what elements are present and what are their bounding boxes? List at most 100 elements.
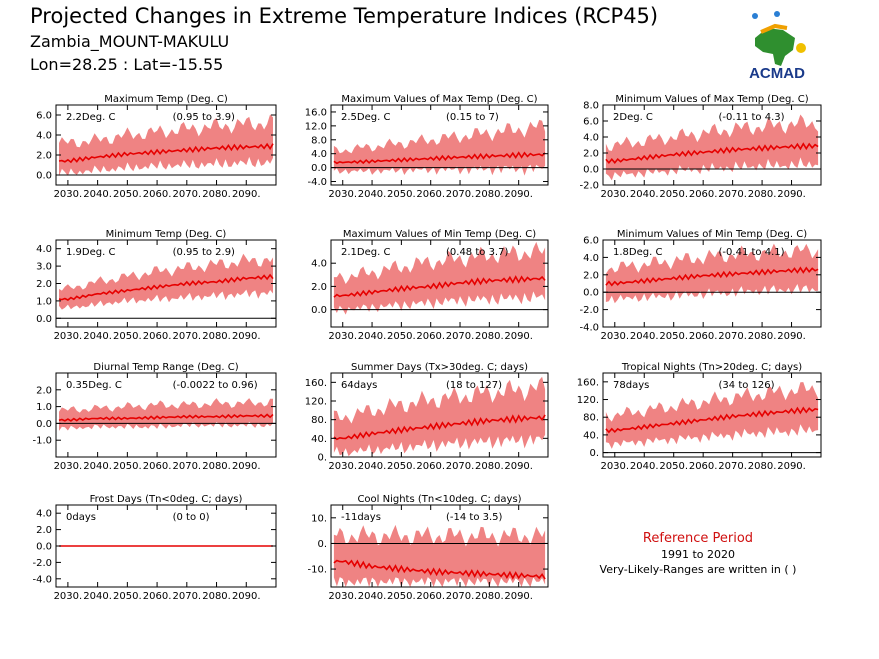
range-band — [59, 398, 273, 431]
chart-panel: 0.0 2.0 4.0 6.0 2030. 2040. 2050. 2060. 2070. 208… — [36, 94, 277, 200]
chart-panel: 0.0 1.0 2.0 3.0 4.0 2030. 2040. 2050. 2060. 2070.… — [36, 229, 277, 342]
x-tick-label: 2060. — [143, 461, 172, 472]
x-tick-label: 2050. — [113, 461, 142, 472]
chart-range: (0.48 to 3.7) — [446, 247, 508, 258]
y-tick-label: -4.0 — [307, 177, 327, 188]
chart-panel: -10. 0. 10. 2030. 2040. 2050. 2060. 2070. 2080. 2… — [307, 494, 549, 602]
plot-frame — [330, 504, 549, 588]
median-line — [333, 414, 546, 441]
x-tick-label: 2040. — [358, 461, 387, 472]
chart-title: Summer Days (Tx>30deg. C; days) — [351, 362, 528, 373]
y-tick-label: -1.0 — [32, 436, 52, 447]
y-tick-label: 4.0 — [583, 253, 599, 264]
chart-summary: 78days — [613, 380, 649, 391]
x-tick-label: 2070. — [718, 331, 747, 342]
chart-summary: 1.8Deg. C — [613, 247, 662, 258]
x-tick-label: 2090. — [504, 461, 533, 472]
y-tick-label: 120. — [305, 397, 327, 408]
chart-title: Cool Nights (Tn<10deg. C; days) — [357, 494, 521, 505]
x-tick-label: 2080. — [202, 591, 231, 602]
chart-summary: 1.9Deg. C — [66, 247, 115, 258]
y-tick-label: 2.0 — [583, 149, 599, 160]
x-tick-label: 2090. — [504, 591, 533, 602]
chart-range: (18 to 127) — [446, 380, 502, 391]
x-tick-label: 2060. — [143, 331, 172, 342]
x-tick-label: 2090. — [504, 331, 533, 342]
x-tick-label: 2040. — [83, 189, 112, 200]
x-tick-label: 2040. — [83, 591, 112, 602]
x-tick-label: 2090. — [232, 461, 261, 472]
y-tick-label: 1.0 — [36, 402, 52, 413]
chart-range: (0.95 to 2.9) — [173, 247, 235, 258]
region-name: Zambia_MOUNT-MAKULU — [30, 32, 230, 51]
y-tick-label: -4.0 — [32, 574, 52, 585]
chart-summary: 0days — [66, 512, 96, 523]
chart-range: (-14 to 3.5) — [446, 512, 503, 523]
x-tick-label: 2030. — [600, 189, 629, 200]
chart-title: Maximum Temp (Deg. C) — [104, 94, 228, 105]
y-tick-label: 4.0 — [583, 133, 599, 144]
chart-range: (-0.41 to 4.1) — [719, 247, 785, 258]
x-tick-label: 2030. — [600, 461, 629, 472]
x-tick-label: 2080. — [475, 461, 504, 472]
x-tick-label: 2080. — [748, 331, 777, 342]
chart-summary: 2.5Deg. C — [341, 112, 390, 123]
median-line — [333, 151, 546, 165]
y-tick-label: 3.0 — [36, 262, 52, 273]
x-tick-label: 2050. — [113, 591, 142, 602]
y-tick-label: 0.0 — [311, 305, 327, 316]
y-tick-label: 0.0 — [583, 288, 599, 299]
chart-range: (0.95 to 3.9) — [173, 112, 235, 123]
x-tick-label: 2060. — [416, 189, 445, 200]
y-tick-label: -4.0 — [579, 323, 599, 334]
chart-panel: 0. 40. 80. 120. 160. 2030. 2040. 2050. 2060. 2070… — [577, 362, 822, 472]
plot-frame — [602, 104, 822, 186]
x-tick-label: 2070. — [718, 461, 747, 472]
x-tick-label: 2080. — [202, 461, 231, 472]
chart-title: Tropical Nights (Tn>20deg. C; days) — [621, 362, 802, 373]
x-tick-label: 2070. — [172, 331, 201, 342]
x-tick-label: 2040. — [630, 189, 659, 200]
x-tick-label: 2030. — [54, 189, 83, 200]
y-tick-label: 10. — [311, 513, 327, 524]
y-tick-label: 6.0 — [36, 111, 52, 122]
x-tick-label: 2030. — [54, 591, 83, 602]
x-tick-label: 2030. — [54, 461, 83, 472]
chart-summary: 2Deg. C — [613, 112, 653, 123]
x-tick-label: 2040. — [83, 331, 112, 342]
x-tick-label: 2040. — [358, 331, 387, 342]
y-tick-label: 2.0 — [36, 385, 52, 396]
y-tick-label: 0. — [317, 539, 327, 550]
chart-summary: 2.2Deg. C — [66, 112, 115, 123]
chart-summary: -11days — [341, 512, 381, 523]
chart-range: (0 to 0) — [173, 512, 210, 523]
x-tick-label: 2080. — [748, 189, 777, 200]
median-line — [58, 273, 274, 301]
y-tick-label: 80. — [311, 415, 327, 426]
x-tick-label: 2040. — [630, 331, 659, 342]
chart-title: Minimum Values of Min Temp (Deg. C) — [617, 229, 807, 240]
x-tick-label: 2050. — [113, 331, 142, 342]
y-tick-label: 4.0 — [36, 131, 52, 142]
chart-summary: 2.1Deg. C — [341, 247, 390, 258]
y-tick-label: 8.0 — [583, 101, 599, 112]
x-tick-label: 2050. — [659, 331, 688, 342]
range-band — [333, 241, 546, 315]
x-tick-label: 2050. — [113, 189, 142, 200]
chart-title: Maximum Values of Min Temp (Deg. C) — [343, 229, 536, 240]
x-tick-label: 2060. — [143, 189, 172, 200]
y-tick-label: 6.0 — [583, 236, 599, 247]
y-tick-label: 2.0 — [311, 282, 327, 293]
x-tick-label: 2070. — [172, 189, 201, 200]
y-tick-label: 0.0 — [36, 314, 52, 325]
range-band — [333, 119, 546, 176]
range-band — [59, 114, 273, 177]
chart-title: Diurnal Temp Range (Deg. C) — [93, 362, 238, 373]
x-tick-label: 2090. — [777, 331, 806, 342]
chart-panel: -4.0 -2.0 0.0 2.0 4.0 2030. 2040. 2050. 2060. 207… — [32, 494, 277, 602]
y-tick-label: 2.0 — [36, 525, 52, 536]
y-tick-label: -2.0 — [579, 181, 599, 192]
median-line — [605, 266, 819, 287]
